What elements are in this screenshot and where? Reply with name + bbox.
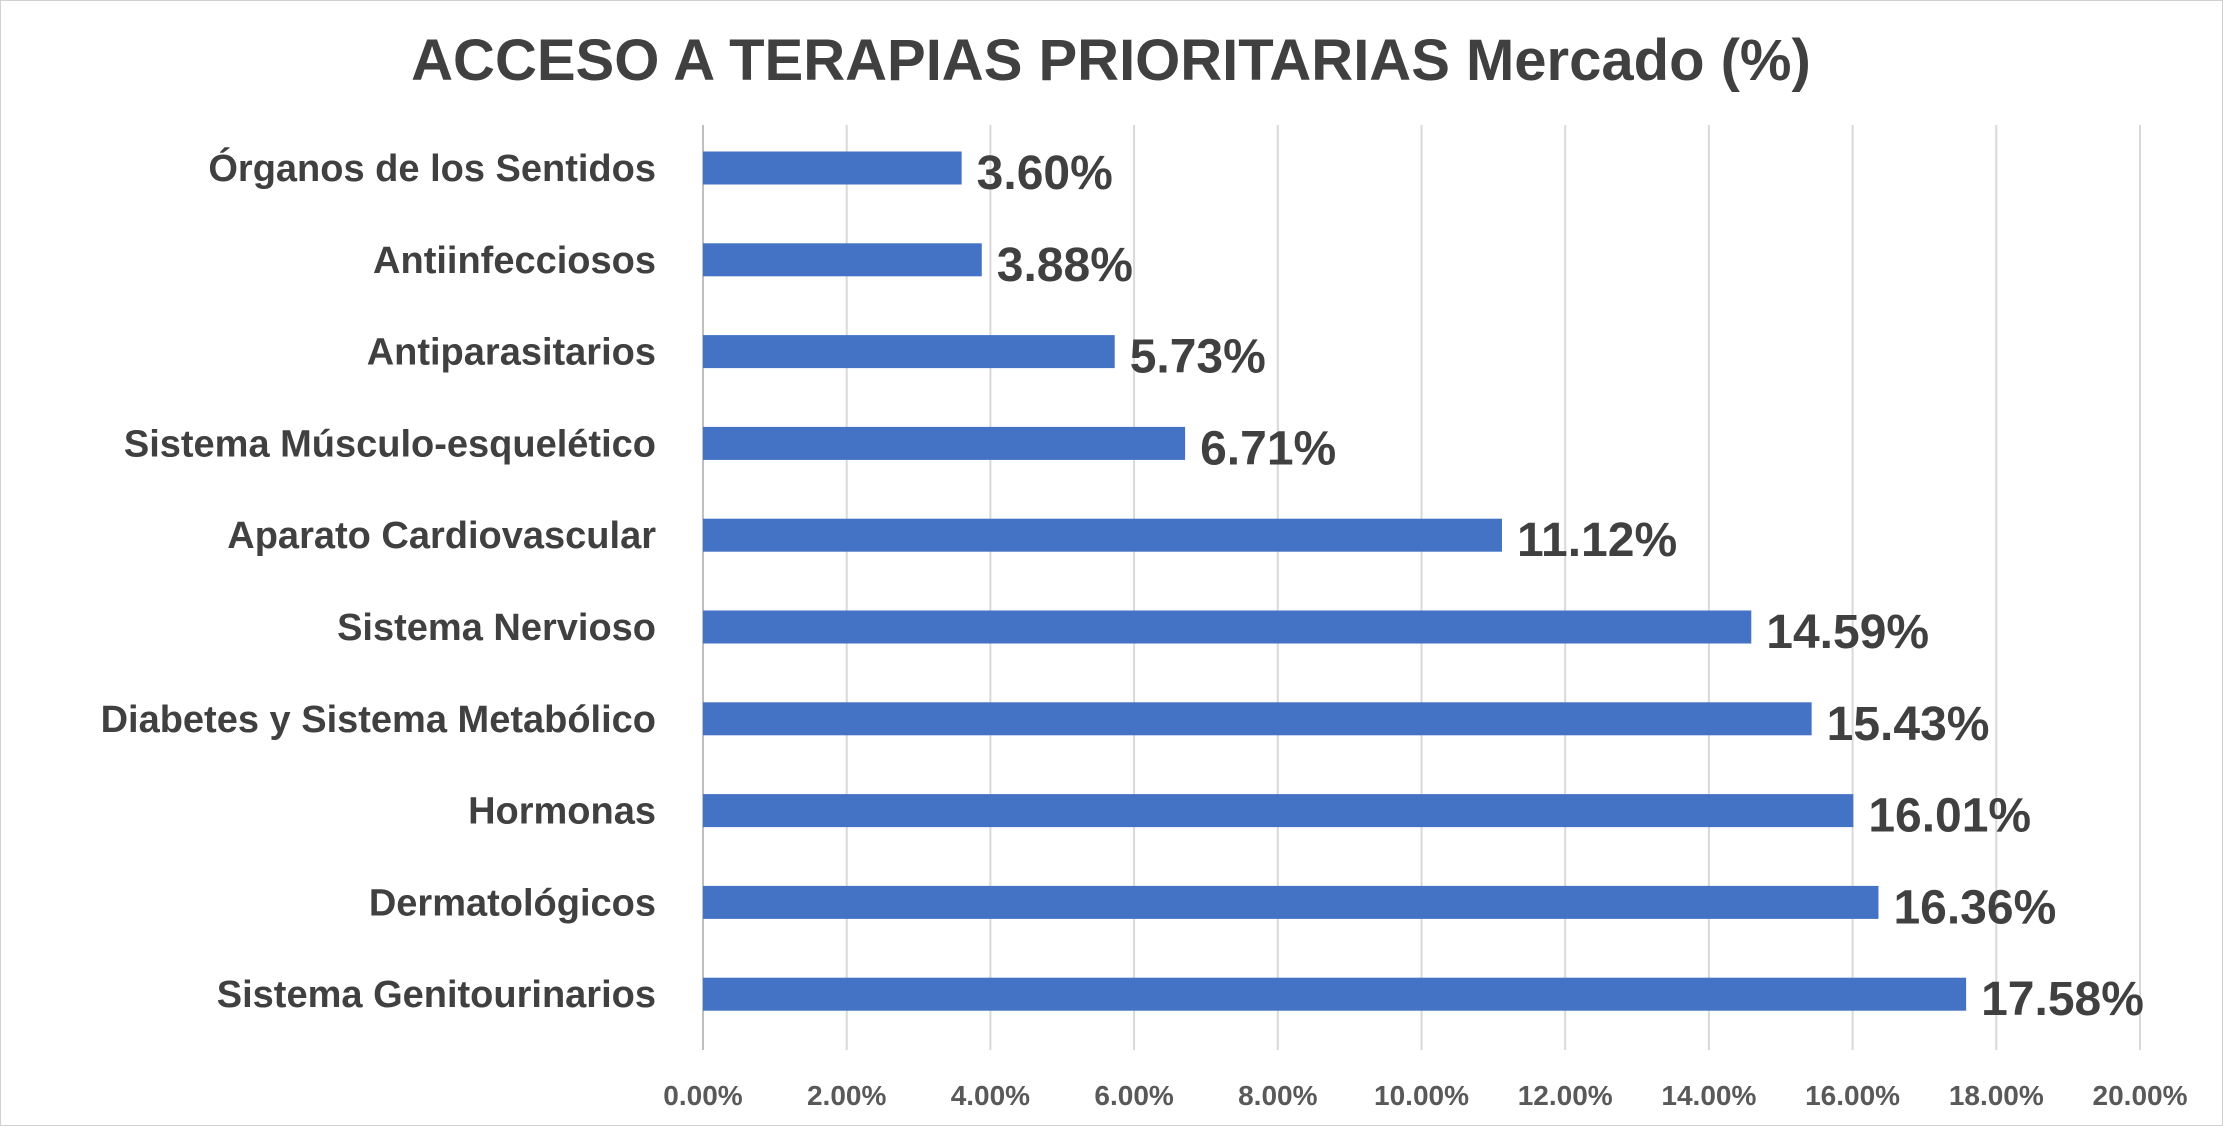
category-label: Órganos de los Sentidos bbox=[208, 146, 656, 190]
bar bbox=[703, 335, 1115, 369]
data-label: 11.12% bbox=[1517, 514, 1677, 567]
bar bbox=[703, 885, 1879, 919]
bar bbox=[703, 518, 1502, 552]
x-tick-label: 12.00% bbox=[1518, 1080, 1613, 1111]
bar bbox=[703, 794, 1854, 828]
data-label: 3.88% bbox=[997, 239, 1133, 292]
category-label: Hormonas bbox=[468, 791, 656, 833]
bar bbox=[703, 610, 1752, 644]
data-label: 3.60% bbox=[977, 147, 1113, 200]
bar bbox=[703, 151, 962, 185]
data-label: 6.71% bbox=[1200, 422, 1336, 475]
bar bbox=[703, 977, 1967, 1011]
chart-title: ACCESO A TERAPIAS PRIORITARIAS Mercado (… bbox=[411, 28, 1811, 93]
x-tick-label: 18.00% bbox=[1949, 1080, 2044, 1111]
x-tick-label: 4.00% bbox=[951, 1080, 1030, 1111]
bar bbox=[703, 243, 982, 277]
data-label: 14.59% bbox=[1766, 606, 1929, 659]
x-tick-label: 14.00% bbox=[1661, 1080, 1756, 1111]
x-tick-label: 0.00% bbox=[663, 1080, 742, 1111]
category-label: Sistema Nervioso bbox=[337, 607, 656, 649]
bar bbox=[703, 702, 1812, 736]
data-label: 16.01% bbox=[1868, 790, 2031, 843]
category-label: Antiparasitarios bbox=[367, 332, 656, 374]
x-tick-label: 10.00% bbox=[1374, 1080, 1469, 1111]
category-label: Sistema Genitourinarios bbox=[217, 974, 656, 1016]
category-label: Diabetes y Sistema Metabólico bbox=[101, 699, 656, 741]
data-label: 5.73% bbox=[1130, 331, 1266, 384]
x-tick-label: 2.00% bbox=[807, 1080, 886, 1111]
category-label: Sistema Músculo-esquelético bbox=[124, 423, 656, 465]
x-tick-label: 6.00% bbox=[1094, 1080, 1173, 1111]
data-label: 15.43% bbox=[1827, 698, 1990, 751]
x-tick-label: 16.00% bbox=[1805, 1080, 1900, 1111]
x-tick-label: 20.00% bbox=[2093, 1080, 2188, 1111]
category-label: Aparato Cardiovascular bbox=[227, 515, 656, 557]
category-label: Antiinfecciosos bbox=[373, 240, 656, 282]
category-label: Dermatológicos bbox=[369, 882, 656, 924]
data-label: 17.58% bbox=[1981, 973, 2144, 1026]
data-label: 16.36% bbox=[1893, 881, 2056, 934]
x-tick-label: 8.00% bbox=[1238, 1080, 1317, 1111]
bar bbox=[703, 426, 1186, 460]
